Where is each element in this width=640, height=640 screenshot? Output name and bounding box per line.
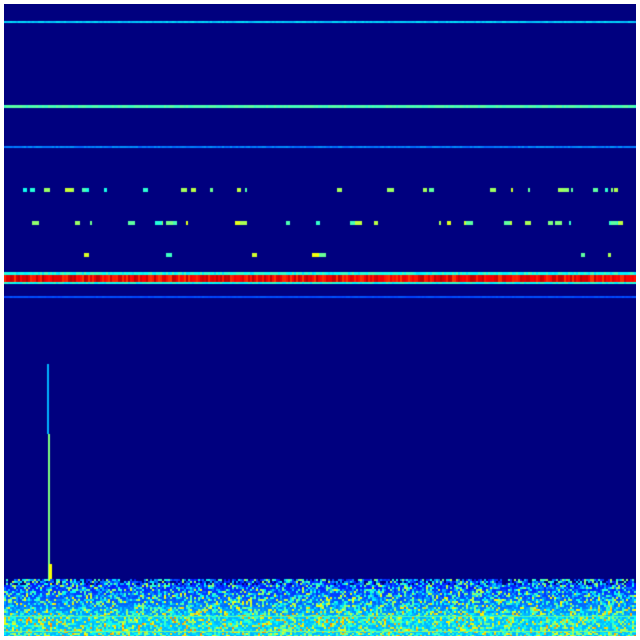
- spectrogram-image: [4, 4, 636, 636]
